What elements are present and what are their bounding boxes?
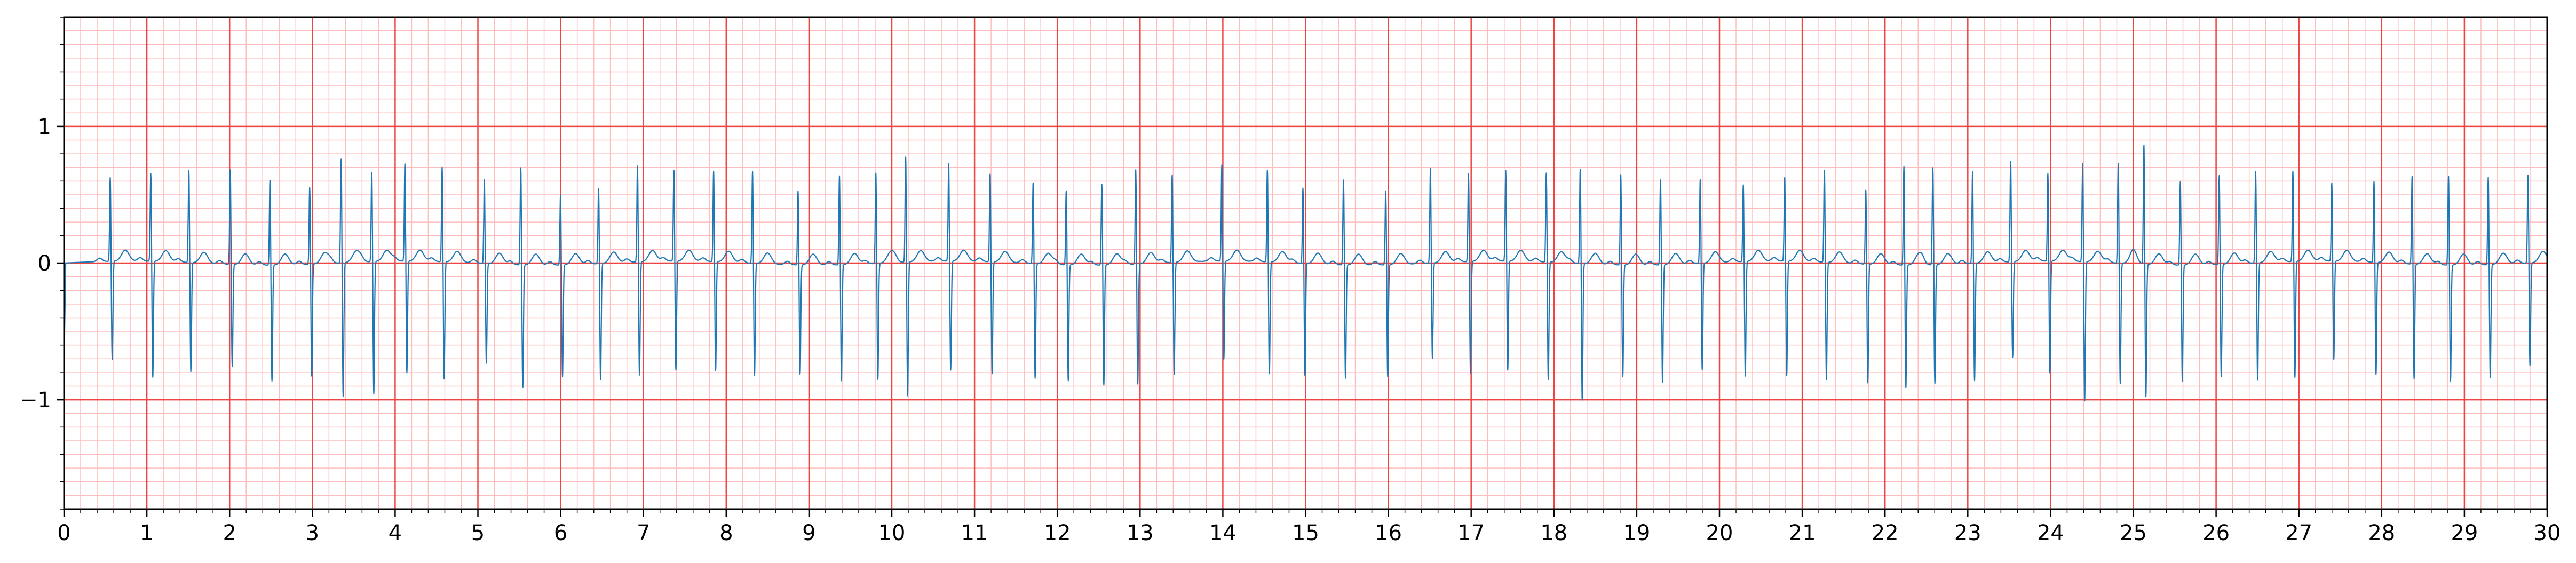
x-tick-label: 16 xyxy=(1375,521,1402,545)
x-tick-label: 9 xyxy=(802,521,815,545)
x-tick-label: 26 xyxy=(2202,521,2230,545)
x-tick-label: 27 xyxy=(2285,521,2312,545)
ecg-trace-line xyxy=(63,145,2548,402)
x-tick-label: 13 xyxy=(1127,521,1154,545)
x-tick-label: 18 xyxy=(1540,521,1567,545)
x-tick-label: 20 xyxy=(1706,521,1733,545)
major-grid xyxy=(63,17,2548,509)
x-tick-label: 2 xyxy=(223,521,236,545)
y-tick-label: 0 xyxy=(38,251,51,276)
x-tick-label: 1 xyxy=(140,521,153,545)
x-tick-label: 28 xyxy=(2368,521,2395,545)
x-tick-label: 6 xyxy=(554,521,567,545)
x-tick-label: 30 xyxy=(2534,521,2561,545)
x-tick-label: 22 xyxy=(1872,521,1899,545)
x-tick-label: 12 xyxy=(1044,521,1071,545)
x-tick-label: 3 xyxy=(306,521,319,545)
x-tick-label: 11 xyxy=(961,521,988,545)
x-tick-label: 21 xyxy=(1789,521,1816,545)
x-tick-label: 17 xyxy=(1457,521,1485,545)
x-tick-label: 25 xyxy=(2120,521,2147,545)
x-tick-label: 7 xyxy=(637,521,650,545)
x-tick-label: 5 xyxy=(471,521,485,545)
x-tick-label: 14 xyxy=(1209,521,1237,545)
x-tick-label: 23 xyxy=(1954,521,1981,545)
x-axis: 0 1 2 3 4 5 6 7 8 9 10 11 12 13 14 15 16 17 18 19 20 21 22 23 24… xyxy=(57,509,2561,545)
y-tick-label: −1 xyxy=(20,388,51,413)
x-tick-label: 15 xyxy=(1292,521,1319,545)
x-tick-label: 4 xyxy=(389,521,402,545)
ecg-trace-layer xyxy=(63,145,2548,402)
x-tick-label: 24 xyxy=(2037,521,2064,545)
x-tick-label: 8 xyxy=(719,521,733,545)
y-axis: 1 0 −1 xyxy=(20,17,64,510)
x-tick-label: 29 xyxy=(2451,521,2478,545)
y-tick-label: 1 xyxy=(38,115,51,139)
x-tick-label: 19 xyxy=(1623,521,1650,545)
x-tick-label: 10 xyxy=(878,521,906,545)
x-tick-label: 0 xyxy=(57,521,70,545)
